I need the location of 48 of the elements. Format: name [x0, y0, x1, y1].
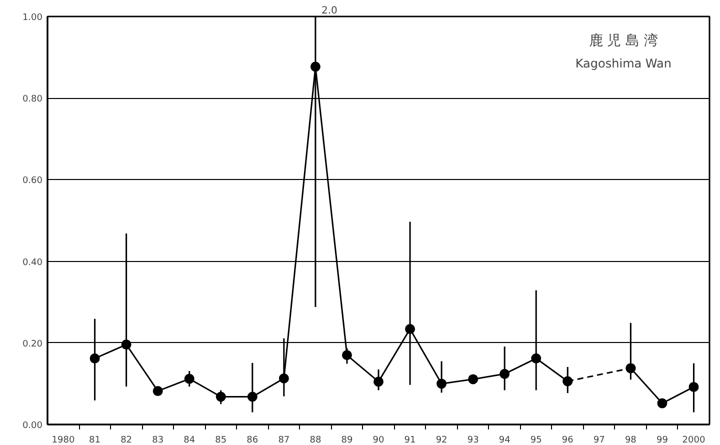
y-tick-label: 0.80 [22, 94, 43, 105]
annotation: 鹿 児 島 湾 [588, 32, 658, 49]
annotation: Kagoshima Wan [575, 56, 672, 70]
x-tick-label: 87 [278, 436, 290, 445]
x-tick-label: 97 [593, 436, 605, 445]
x-tick-label: 89 [341, 436, 353, 445]
x-tick-label: 84 [184, 436, 196, 445]
y-tick-label: 0.20 [22, 339, 43, 350]
point [216, 392, 226, 402]
point [152, 386, 163, 396]
y-tick-label: 0.00 [22, 421, 43, 431]
x-tick-label: 99 [656, 436, 668, 445]
x-tick-label: 93 [467, 436, 479, 445]
point [374, 376, 384, 387]
point [562, 376, 573, 386]
x-tick-label: 95 [530, 436, 542, 445]
x-tick-label: 94 [498, 436, 511, 445]
point [247, 392, 258, 402]
point [405, 324, 416, 334]
x-tick-label: 83 [152, 436, 164, 445]
y-tick-label: 0.40 [22, 258, 43, 268]
x-tick-label: 86 [246, 436, 258, 445]
x-tick-label: 1980 [52, 436, 75, 445]
point [90, 353, 100, 364]
point [688, 382, 699, 392]
x-tick-label: 2000 [682, 436, 706, 445]
point [531, 353, 542, 364]
annotation: 2.0 [321, 6, 338, 16]
point [500, 368, 510, 379]
x-tick-label: 96 [562, 436, 574, 445]
point [121, 340, 132, 350]
x-tick-label: 91 [404, 436, 416, 445]
point [436, 378, 447, 389]
x-tick-label: 81 [89, 436, 101, 445]
x-tick-label: 88 [310, 436, 322, 445]
point [342, 350, 352, 360]
x-tick-label: 98 [624, 436, 637, 445]
point [184, 374, 194, 384]
x-tick-label: 92 [436, 436, 448, 445]
x-tick-label: 82 [120, 436, 132, 445]
point [468, 374, 478, 384]
x-tick-label: 85 [215, 436, 227, 445]
point [310, 62, 320, 72]
y-tick-label: 1.00 [22, 13, 43, 23]
point [657, 398, 668, 408]
point [278, 373, 289, 384]
x-tick-label: 90 [372, 436, 384, 445]
y-tick-label: 0.60 [22, 176, 43, 186]
